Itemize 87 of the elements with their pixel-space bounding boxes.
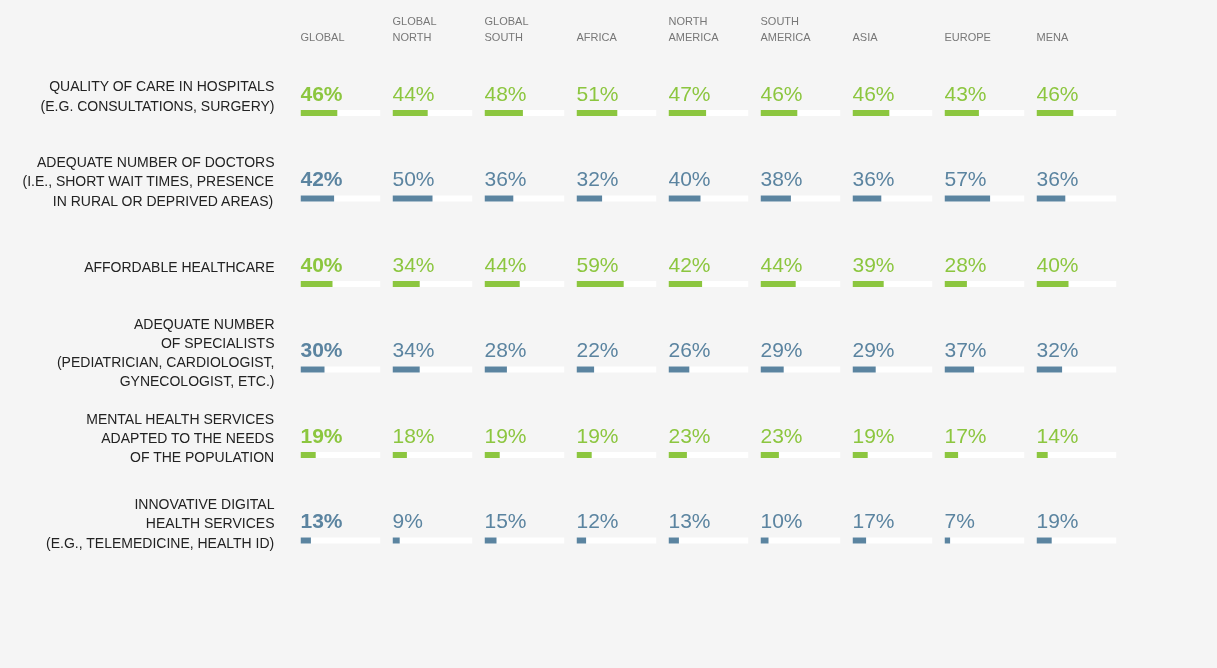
- chart-title: SOUTH AMERICA: [760, 15, 812, 43]
- data-label: 36%: [1036, 167, 1079, 191]
- data-label: 51%: [576, 81, 619, 105]
- data-label: 9%: [392, 509, 423, 533]
- data-label: 19%: [576, 423, 619, 447]
- data-label: 36%: [484, 167, 527, 191]
- bar: [1036, 452, 1048, 459]
- bar: [576, 537, 587, 544]
- chart-title: GLOBAL NORTH: [392, 15, 437, 43]
- bar: [392, 452, 407, 459]
- data-label: 19%: [852, 423, 895, 447]
- data-label: 42%: [668, 252, 711, 276]
- data-label: 10%: [760, 509, 803, 533]
- data-label: 46%: [852, 81, 895, 105]
- data-label: 47%: [668, 81, 711, 105]
- data-label: 23%: [668, 423, 711, 447]
- chart-title: NORTH AMERICA: [668, 15, 720, 43]
- bar: [484, 537, 497, 544]
- data-label: 23%: [760, 423, 803, 447]
- data-label: 28%: [484, 338, 527, 362]
- data-label: 22%: [576, 338, 619, 362]
- data-label: 29%: [760, 338, 803, 362]
- data-label: 48%: [484, 81, 527, 105]
- data-label: 29%: [852, 338, 895, 362]
- data-label: 13%: [300, 509, 343, 533]
- chart-title: AFRICA: [576, 30, 618, 43]
- chart-title: GLOBAL: [300, 30, 345, 43]
- y-tick-label: MENTAL HEALTH SERVICES ADAPTED TO THE NEEDS OF THE POPULATION: [86, 410, 275, 466]
- bar: [944, 452, 959, 459]
- data-label: 19%: [1036, 509, 1079, 533]
- data-label: 19%: [300, 423, 343, 447]
- data-label: 13%: [668, 509, 711, 533]
- bar: [668, 537, 679, 544]
- bar: [300, 452, 316, 459]
- data-label: 44%: [392, 81, 435, 105]
- bar: [668, 452, 687, 459]
- data-label: 46%: [1036, 81, 1079, 105]
- data-label: 15%: [484, 509, 527, 533]
- data-label: 36%: [852, 167, 895, 191]
- data-label: 17%: [944, 423, 987, 447]
- bar: [300, 537, 311, 544]
- data-label: 18%: [392, 423, 435, 447]
- data-label: 17%: [852, 509, 895, 533]
- data-label: 40%: [300, 252, 343, 276]
- data-label: 28%: [944, 252, 987, 276]
- data-label: 7%: [944, 509, 975, 533]
- bar: [760, 537, 769, 544]
- bar: [852, 452, 868, 459]
- data-label: 12%: [576, 509, 619, 533]
- chart-title: EUROPE: [944, 30, 991, 43]
- data-label: 42%: [300, 167, 343, 191]
- data-label: 19%: [484, 423, 527, 447]
- chart-title: ASIA: [852, 30, 879, 43]
- bar: [576, 366, 595, 373]
- chart-title: MENA: [1036, 30, 1069, 43]
- data-label: 46%: [300, 81, 343, 105]
- data-label: 59%: [576, 252, 619, 276]
- data-label: 32%: [576, 167, 619, 191]
- data-label: 38%: [760, 167, 803, 191]
- chart-title: GLOBAL SOUTH: [484, 15, 529, 43]
- data-label: 39%: [852, 252, 895, 276]
- bar: [392, 537, 400, 544]
- data-label: 46%: [760, 81, 803, 105]
- data-label: 34%: [392, 252, 435, 276]
- bar: [852, 537, 867, 544]
- data-label: 32%: [1036, 338, 1079, 362]
- data-label: 40%: [668, 167, 711, 191]
- bar: [760, 452, 779, 459]
- data-label: 57%: [944, 167, 987, 191]
- y-tick-label: INNOVATIVE DIGITAL HEALTH SERVICES (E.G., TELEMEDICINE, HEALTH ID): [46, 496, 275, 551]
- y-tick-label: QUALITY OF CARE IN HOSPITALS (E.G. CONSULTATIONS, SURGERY): [40, 78, 275, 114]
- bar: [576, 452, 592, 459]
- data-label: 30%: [300, 338, 343, 362]
- data-label: 50%: [392, 167, 435, 191]
- data-label: 44%: [484, 252, 527, 276]
- data-label: 34%: [392, 338, 435, 362]
- bar: [484, 452, 500, 459]
- data-label: 14%: [1036, 423, 1079, 447]
- bar: [1036, 537, 1052, 544]
- data-label: 44%: [760, 252, 803, 276]
- y-tick-label: AFFORDABLE HEALTHCARE: [84, 258, 275, 275]
- data-label: 26%: [668, 338, 711, 362]
- data-label: 43%: [944, 81, 987, 105]
- data-label: 40%: [1036, 252, 1079, 276]
- y-tick-label: ADEQUATE NUMBER OF DOCTORS (I.E., SHORT WAIT TIMES, PRESENCE IN RURAL OR DEPRIVED AREAS): [22, 154, 275, 209]
- data-label: 37%: [944, 338, 987, 362]
- y-tick-label: ADEQUATE NUMBER OF SPECIALISTS (PEDIATRICIAN, CARDIOLOGIST, GYNECOLOGIST, ETC.): [56, 315, 275, 390]
